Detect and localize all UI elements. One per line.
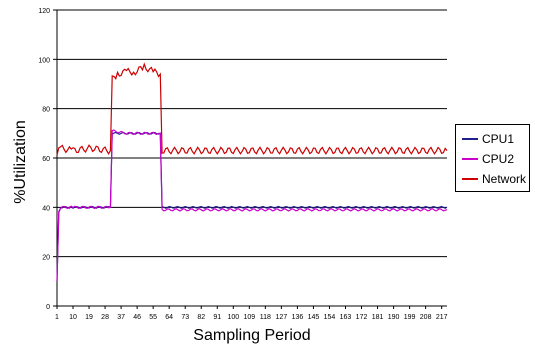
y-axis-title: %Utilization xyxy=(12,120,29,204)
legend-swatch-network xyxy=(462,178,478,180)
x-axis-title: Sampling Period xyxy=(193,327,311,344)
x-tick-label: 82 xyxy=(197,314,205,321)
x-tick-label: 199 xyxy=(404,314,416,321)
x-tick-label: 100 xyxy=(227,314,239,321)
x-tick-label: 37 xyxy=(117,314,125,321)
legend-item-cpu1: CPU1 xyxy=(462,131,514,147)
x-tick-label: 55 xyxy=(149,314,157,321)
legend-label-cpu1: CPU1 xyxy=(482,132,515,146)
y-tick-label: 80 xyxy=(42,107,50,114)
x-tick-label: 46 xyxy=(133,314,141,321)
series-line-network xyxy=(56,62,448,156)
x-tick-label: 217 xyxy=(436,314,448,321)
x-tick-label: 181 xyxy=(372,314,384,321)
legend-item-cpu2: CPU2 xyxy=(462,151,514,167)
x-tick-label: 136 xyxy=(292,314,304,321)
y-tick-label: 100 xyxy=(38,57,50,64)
series-line-cpu2 xyxy=(56,129,448,282)
x-tick-label: 163 xyxy=(340,314,352,321)
x-tick-label: 172 xyxy=(356,314,368,321)
legend-swatch-cpu2 xyxy=(462,158,478,160)
x-tick-label: 64 xyxy=(165,314,173,321)
legend: CPU1 CPU2 Network xyxy=(455,124,530,192)
legend-label-network: Network xyxy=(482,172,527,186)
y-tick-label: 20 xyxy=(42,255,50,262)
x-tick-label: 109 xyxy=(243,314,255,321)
x-tick-label: 118 xyxy=(260,314,271,321)
legend-item-network: Network xyxy=(462,171,526,187)
legend-label-cpu2: CPU2 xyxy=(482,152,515,166)
y-tick-label: 0 xyxy=(46,304,50,311)
x-tick-label: 28 xyxy=(101,314,109,321)
x-tick-label: 73 xyxy=(181,314,189,321)
series-line-cpu1 xyxy=(56,131,448,282)
x-tick-label: 1 xyxy=(55,314,59,321)
x-tick-label: 154 xyxy=(324,314,336,321)
legend-swatch-cpu1 xyxy=(462,138,478,140)
x-tick-label: 190 xyxy=(388,314,400,321)
x-tick-label: 91 xyxy=(213,314,221,321)
x-tick-label: 208 xyxy=(420,314,432,321)
x-tick-label: 145 xyxy=(308,314,320,321)
y-tick-label: 120 xyxy=(38,8,50,15)
x-tick-label: 10 xyxy=(69,314,77,321)
y-tick-label: 40 xyxy=(42,205,50,212)
x-tick-label: 19 xyxy=(85,314,93,321)
x-tick-label: 127 xyxy=(276,314,288,321)
y-tick-label: 60 xyxy=(42,156,50,163)
